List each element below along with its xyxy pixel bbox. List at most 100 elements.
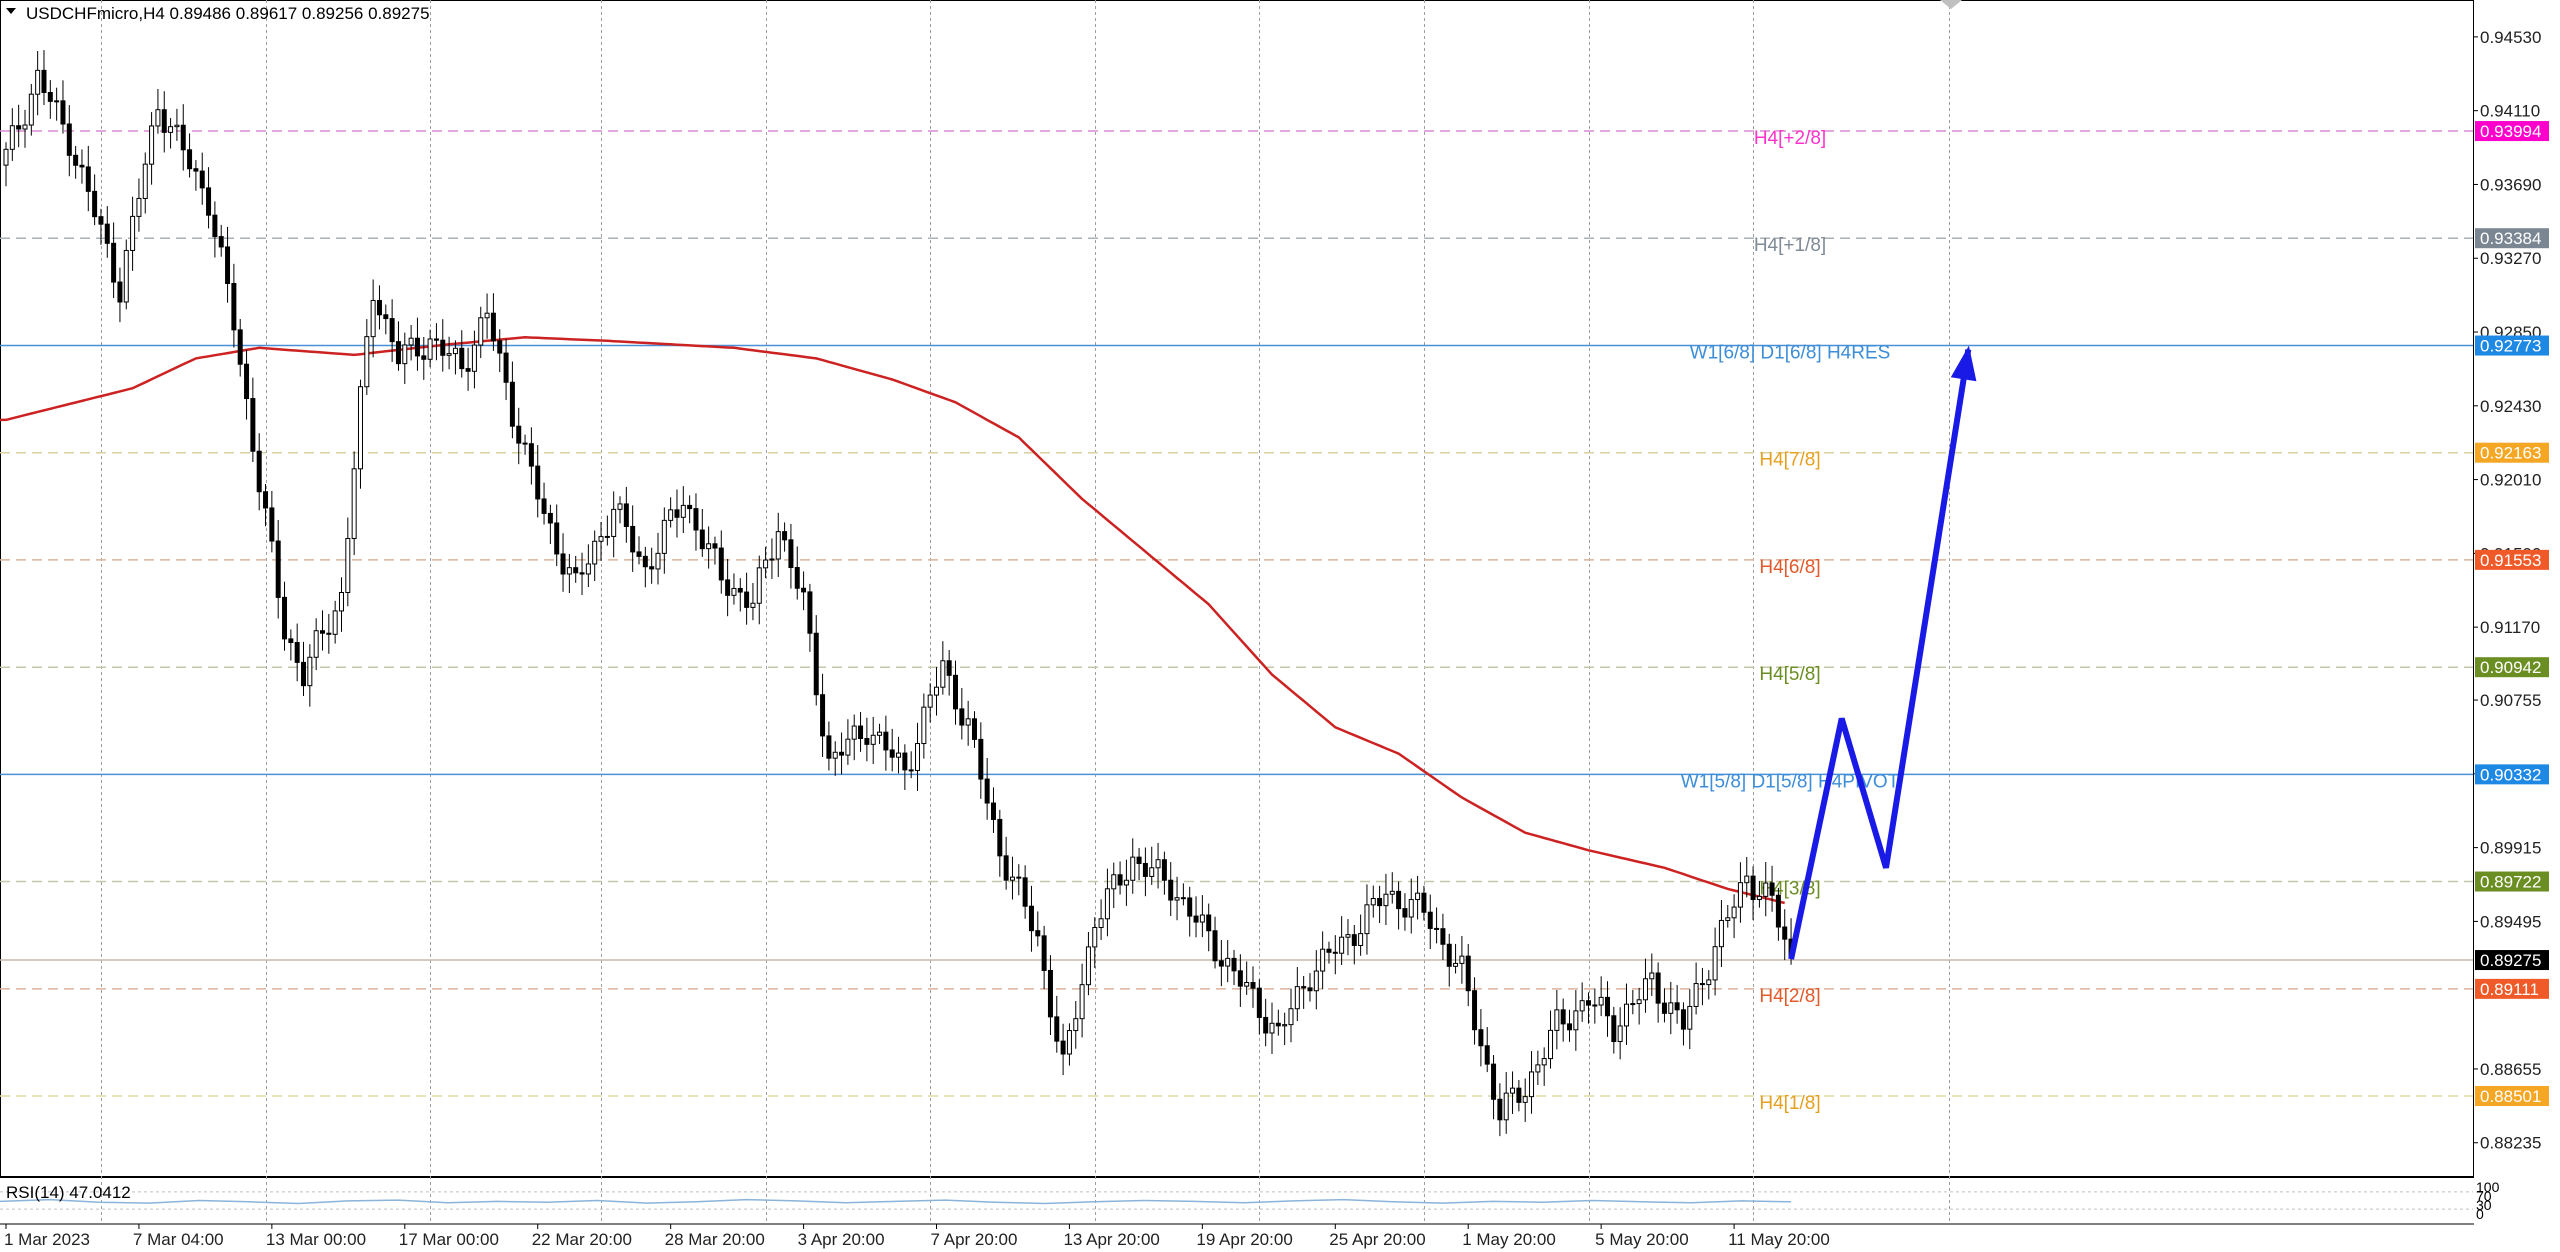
candle-body (1573, 1010, 1579, 1031)
x-tick-label: 28 Mar 20:00 (665, 1230, 765, 1249)
candle-body (1440, 928, 1446, 945)
candle-body (661, 519, 667, 554)
candle-body (225, 246, 231, 284)
candle-body (383, 314, 389, 320)
x-tick-label: 13 Apr 20:00 (1063, 1230, 1159, 1249)
candle-body (1642, 978, 1648, 1001)
candle-body (1269, 1022, 1275, 1034)
candle-body (1275, 1022, 1281, 1027)
candle-body (142, 163, 148, 199)
candle-body (256, 450, 262, 493)
candle-body (1250, 982, 1256, 989)
candle-body (79, 164, 85, 168)
candle-body (206, 187, 212, 216)
candle-body (193, 168, 199, 172)
candle-body (484, 312, 490, 319)
x-tick-label: 7 Apr 20:00 (931, 1230, 1018, 1249)
candle-body (307, 656, 313, 687)
level-label: H4[3/8] (1759, 879, 1820, 900)
candle-body (421, 355, 427, 360)
candle-body (1592, 1004, 1598, 1007)
candle-body (1763, 882, 1769, 897)
candle-body (921, 706, 927, 745)
y-tick-label: 0.93270 (2480, 249, 2541, 268)
price-badge (2475, 228, 2549, 249)
candle-body (465, 368, 471, 372)
candle-body (1174, 897, 1180, 901)
candle-body (604, 535, 610, 538)
candle-body (1256, 987, 1262, 1018)
candle-body (1313, 970, 1319, 992)
candle-body (788, 539, 794, 569)
candle-body (1016, 876, 1022, 879)
candle-body (1193, 915, 1199, 923)
price-badge-label: 0.90942 (2480, 658, 2541, 677)
candle-body (155, 109, 161, 127)
x-tick-label: 25 Apr 20:00 (1329, 1230, 1425, 1249)
candle-body (187, 149, 193, 170)
candle-body (946, 660, 952, 676)
y-tick-label: 0.92010 (2480, 471, 2541, 490)
time-axis[interactable]: 1 Mar 2023 7 Mar 04:00 13 Mar 00:00 17 Mar … (4, 1224, 1830, 1249)
candle-body (1522, 1096, 1528, 1103)
candle-body (699, 529, 705, 550)
candle-body (212, 214, 218, 238)
candle-body (959, 708, 965, 726)
candle-body (73, 154, 79, 166)
candle-body (706, 543, 712, 550)
candle-body (915, 743, 921, 771)
candle-body (1288, 1008, 1294, 1026)
price-badge (2475, 335, 2549, 356)
x-tick-label: 13 Mar 00:00 (266, 1230, 366, 1249)
level-label: H4[2/8] (1759, 986, 1820, 1007)
candle-body (1548, 1029, 1554, 1060)
candle-body (1066, 1030, 1072, 1055)
candle-body (1003, 855, 1009, 881)
candle-body (313, 630, 319, 658)
price-badge-label: 0.92163 (2480, 444, 2541, 463)
candle-body (320, 630, 325, 634)
level-label: H4[6/8] (1759, 557, 1820, 578)
candle-body (357, 386, 363, 470)
candle-body (168, 126, 174, 133)
price-badge (2475, 657, 2549, 678)
candle-body (889, 749, 895, 758)
candle-body (870, 734, 876, 745)
candle-body (402, 344, 408, 365)
candle-body (763, 559, 769, 569)
candle-body (1117, 874, 1123, 886)
candle-body (1718, 919, 1724, 948)
candle-body (1326, 948, 1332, 953)
candle-body (839, 751, 845, 756)
y-tick-label: 0.88235 (2480, 1134, 2541, 1153)
candle-body (1655, 972, 1661, 1004)
candle-body (294, 642, 300, 663)
candle-body (990, 802, 996, 820)
candle-body (351, 468, 357, 540)
candle-body (1750, 875, 1756, 900)
candle-body (1009, 876, 1015, 881)
candle-body (1402, 908, 1408, 918)
candle-body (1111, 874, 1117, 890)
candle-body (1282, 1024, 1288, 1027)
candle-body (851, 725, 857, 740)
price-axis[interactable]: 0.945300.941100.936900.932700.928500.924… (2473, 28, 2549, 1153)
candle-body (395, 341, 401, 365)
candle-body (60, 100, 66, 125)
candle-body (528, 443, 534, 467)
candle-body (1731, 906, 1737, 919)
candle-body (1212, 930, 1218, 962)
candle-body (1623, 1003, 1629, 1027)
candle-body (1383, 893, 1389, 907)
scroll-marker-icon[interactable] (1940, 0, 1962, 9)
price-badge (2475, 442, 2549, 463)
candle-body (66, 123, 72, 156)
candle-body (820, 694, 826, 737)
candle-body (263, 491, 269, 509)
chart-title: USDCHFmicro,H4 0.89486 0.89617 0.89256 0… (26, 4, 430, 23)
candle-body (9, 125, 15, 150)
candle-body (237, 329, 243, 365)
candle-body (737, 587, 743, 593)
title-dropdown-icon[interactable] (6, 8, 16, 14)
